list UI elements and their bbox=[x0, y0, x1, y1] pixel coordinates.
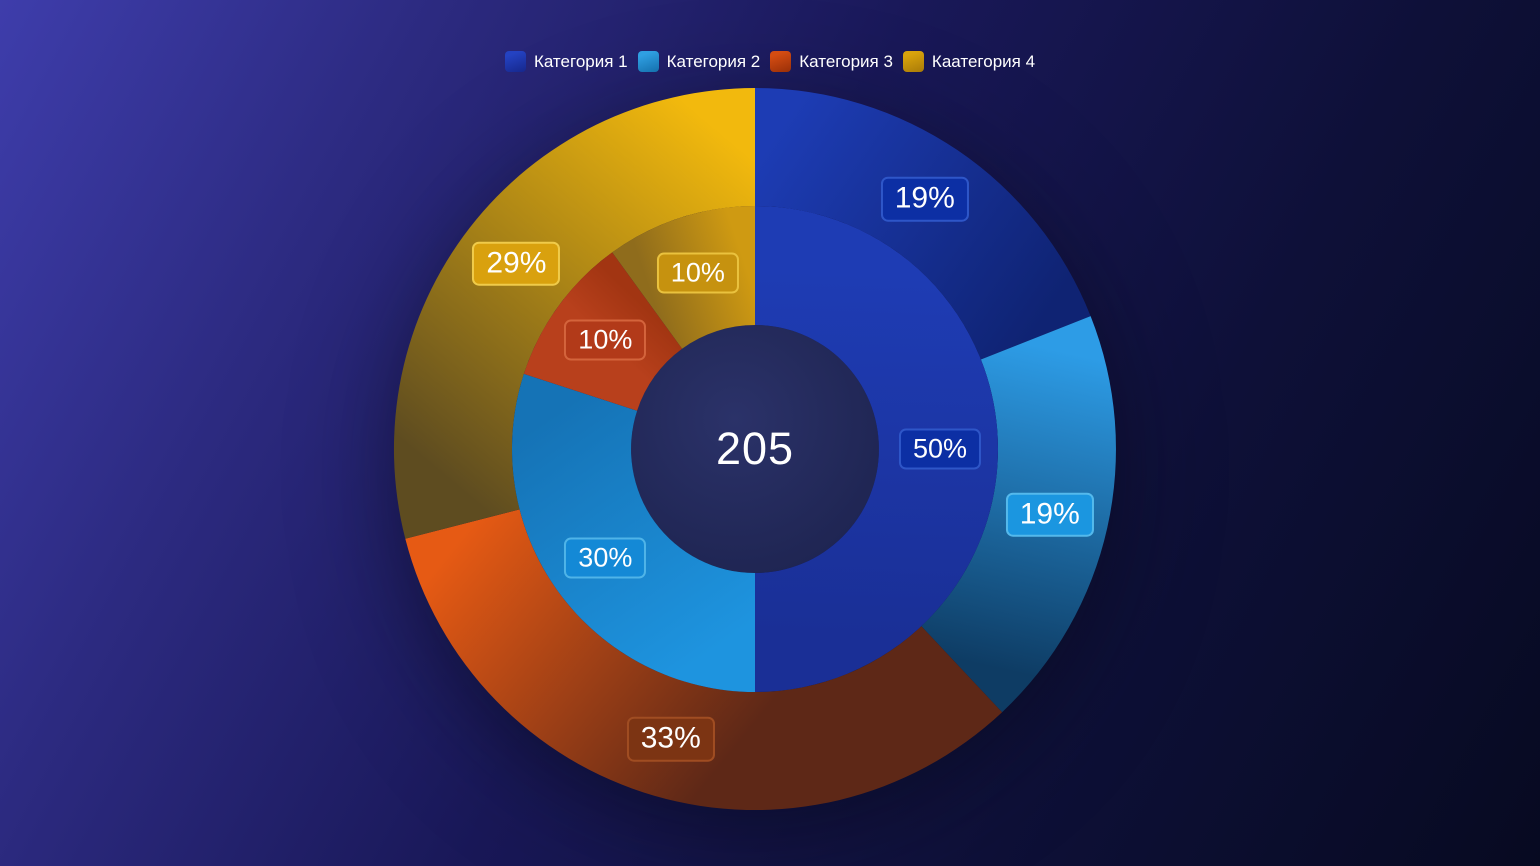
legend-swatch-icon bbox=[504, 51, 526, 72]
legend-item-label: Категория 3 bbox=[799, 51, 893, 71]
segment-outer-3[interactable] bbox=[393, 88, 755, 539]
center-value: 205 bbox=[715, 423, 795, 474]
legend-item-1[interactable]: Категория 2 bbox=[637, 51, 761, 72]
legend-item-label: Каатегория 4 bbox=[931, 51, 1036, 71]
legend-swatch-icon bbox=[902, 51, 924, 72]
legend-swatch-icon bbox=[637, 51, 659, 72]
segment-inner-1[interactable] bbox=[512, 373, 755, 692]
segment-outer-2[interactable] bbox=[405, 509, 1003, 811]
legend-item-label: Категория 2 bbox=[666, 51, 761, 71]
legend-item-0[interactable]: Категория 1 bbox=[504, 51, 628, 72]
legend-item-label: Категория 1 bbox=[533, 51, 628, 71]
legend-swatch-icon bbox=[770, 51, 792, 72]
donut-center-circle bbox=[631, 325, 879, 573]
segment-inner-0[interactable] bbox=[755, 206, 998, 692]
legend-item-3[interactable]: Каатегория 4 bbox=[902, 51, 1036, 72]
segment-outer-0[interactable] bbox=[755, 88, 1091, 360]
legend-item-2[interactable]: Категория 3 bbox=[770, 51, 893, 72]
legend: Категория 1 Категория 2 Категория 3 Каатего… bbox=[0, 51, 1540, 72]
